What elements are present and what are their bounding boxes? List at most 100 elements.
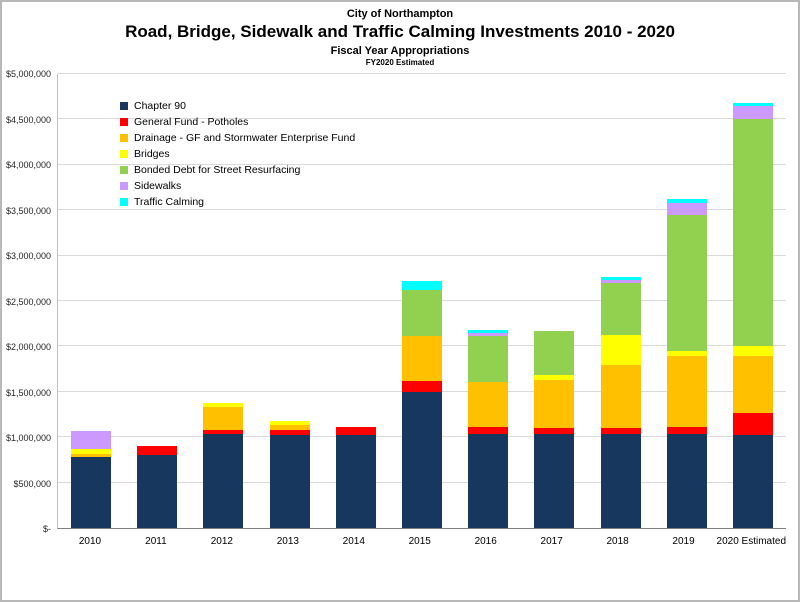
x-axis-label: 2016 xyxy=(474,536,497,547)
bar-segment xyxy=(732,105,773,120)
stacked-bar-2013 xyxy=(269,74,310,528)
bar-segment xyxy=(402,391,443,528)
legend-label: General Fund - Potholes xyxy=(134,116,249,128)
chart-note: FY2020 Estimated xyxy=(365,58,435,67)
bar-slot xyxy=(455,74,521,528)
bar-segment xyxy=(402,281,443,291)
stacked-bar-2014 xyxy=(335,74,376,528)
legend-item: Traffic Calming xyxy=(120,194,355,210)
y-axis-label: $4,000,000 xyxy=(5,160,51,170)
bar-segment xyxy=(534,331,575,375)
bar-segment xyxy=(600,280,641,283)
bar-segment xyxy=(600,282,641,335)
legend-label: Drainage - GF and Stormwater Enterprise … xyxy=(134,132,356,144)
gridline xyxy=(58,118,786,120)
legend-swatch-icon xyxy=(120,198,128,206)
stacked-bar-2015 xyxy=(402,74,443,528)
y-axis-label: $3,000,000 xyxy=(5,251,51,261)
bar-segment xyxy=(732,412,773,436)
x-axis: 2010 2011 2012 2013 2014 2015 2016 2017 2018 2019… xyxy=(57,529,786,559)
x-axis-label: 2012 xyxy=(210,536,233,547)
bar-segment xyxy=(600,334,641,365)
gridline xyxy=(58,209,786,211)
bar-segment xyxy=(468,330,509,333)
legend-item: General Fund - Potholes xyxy=(120,114,355,130)
x-axis-label: 2020 Estimated xyxy=(716,536,787,547)
bar-segment xyxy=(468,427,509,435)
y-axis-label: $2,000,000 xyxy=(5,342,51,352)
bar-segment xyxy=(402,290,443,336)
legend-swatch-icon xyxy=(120,102,128,110)
legend-swatch-icon xyxy=(120,182,128,190)
legend-label: Sidewalks xyxy=(134,180,182,192)
bar-segment xyxy=(732,119,773,347)
bar-segment xyxy=(600,434,641,528)
stacked-bar-2017 xyxy=(534,74,575,528)
y-axis-label: $4,500,000 xyxy=(5,114,51,125)
bar-slot xyxy=(124,74,190,528)
y-axis-label: $5,000,000 xyxy=(5,69,51,79)
legend-item: Sidewalks xyxy=(120,178,355,194)
bar-segment xyxy=(732,435,773,528)
bar-slot xyxy=(190,74,256,528)
gridline xyxy=(58,254,786,256)
chart-titles: City of Northampton Road, Bridge, Sidewa… xyxy=(2,2,798,67)
bar-segment xyxy=(666,434,707,528)
legend-label: Bonded Debt for Street Resurfacing xyxy=(134,164,301,176)
y-axis-label: $- xyxy=(42,524,51,534)
legend-item: Drainage - GF and Stormwater Enterprise … xyxy=(120,130,355,146)
bar-segment xyxy=(203,434,244,528)
bar-segment xyxy=(269,429,310,436)
y-axis-label: $1,500,000 xyxy=(5,387,51,398)
stacked-bar-2018 xyxy=(600,74,641,528)
bar-segment xyxy=(71,430,112,450)
legend-swatch-icon xyxy=(120,118,128,126)
gridline xyxy=(58,163,786,165)
bar-segment xyxy=(600,277,641,281)
bar-segment xyxy=(666,350,707,356)
bar-segment xyxy=(534,434,575,528)
x-axis-label: 2010 xyxy=(78,536,102,547)
bar-segment xyxy=(534,374,575,381)
chart-subtitle: Fiscal Year Appropriations xyxy=(330,45,470,57)
bar-slot xyxy=(58,74,124,528)
stacked-bar-2019 xyxy=(666,74,707,528)
bar-segment xyxy=(468,381,509,428)
chart-title: Road, Bridge, Sidewalk and Traffic Calmi… xyxy=(125,22,675,41)
bar-slots xyxy=(58,74,786,528)
legend-label: Chapter 90 xyxy=(134,100,186,112)
bar-segment xyxy=(732,355,773,413)
bar-segment xyxy=(468,434,509,528)
bar-segment xyxy=(203,429,244,435)
bar-segment xyxy=(666,199,707,203)
stacked-bar-2010 xyxy=(71,74,112,528)
bar-segment xyxy=(534,428,575,435)
bar-segment xyxy=(269,435,310,528)
stacked-bar-2020 xyxy=(732,74,773,528)
bar-segment xyxy=(666,214,707,351)
bar-segment xyxy=(468,336,509,382)
bar-slot xyxy=(588,74,654,528)
stacked-bar-2011 xyxy=(137,74,178,528)
bar-segment xyxy=(402,335,443,381)
legend: Chapter 90 General Fund - Potholes Drainag… xyxy=(120,98,355,210)
bar-segment xyxy=(402,380,443,392)
bar-segment xyxy=(666,203,707,215)
bar-segment xyxy=(71,453,112,458)
bar-slot xyxy=(257,74,323,528)
x-axis-label: 2015 xyxy=(408,536,431,547)
bar-segment xyxy=(600,364,641,429)
legend-label: Traffic Calming xyxy=(134,196,205,208)
legend-item: Chapter 90 xyxy=(120,98,355,114)
legend-swatch-icon xyxy=(120,134,128,142)
bar-segment xyxy=(137,455,178,528)
legend-item: Bridges xyxy=(120,146,355,162)
x-axis-label: 2017 xyxy=(540,536,563,547)
bar-segment xyxy=(732,103,773,106)
y-axis-label: $500,000 xyxy=(13,478,51,489)
y-axis-label: $1,000,000 xyxy=(5,433,51,443)
x-axis-label: 2019 xyxy=(672,536,695,547)
stacked-bar-2016 xyxy=(468,74,509,528)
bar-segment xyxy=(269,420,310,425)
